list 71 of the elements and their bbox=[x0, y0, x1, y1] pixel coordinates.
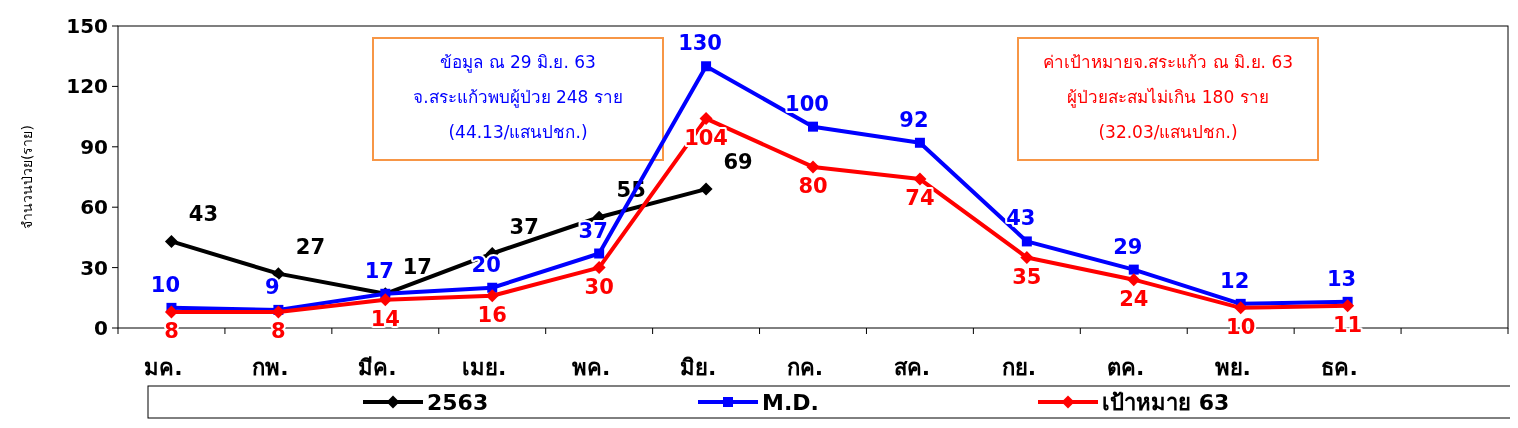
data-label: 11 bbox=[1333, 312, 1363, 337]
data-label: 10 bbox=[150, 272, 181, 297]
point bbox=[806, 160, 820, 174]
point bbox=[701, 61, 712, 72]
x-tick-label: เมย. bbox=[462, 355, 507, 380]
annotation: ข้อมูล ณ 29 มิ.ย. 63 จ.สระแก้วพบผู้ป่วย 248 ราย (44.13/แสนปชก.) bbox=[413, 52, 623, 142]
data-label: 17 bbox=[364, 258, 394, 283]
data-label: 80 bbox=[798, 173, 828, 198]
point bbox=[1020, 251, 1034, 265]
point bbox=[1127, 273, 1141, 287]
annotation: ค่าเป้าหมายจ.สระแก้ว ณ มิ.ย. 63 ผู้ป่วยสะสมไม่เกิน 180 ราย (32.03/แสนปชก.) bbox=[1042, 52, 1294, 142]
y-tick-label: 30 bbox=[80, 255, 108, 280]
point bbox=[1341, 299, 1355, 313]
point bbox=[164, 305, 178, 319]
point bbox=[1128, 264, 1139, 275]
point bbox=[808, 121, 818, 132]
data-label: 35 bbox=[1012, 264, 1042, 289]
x-tick-label: มิย. bbox=[679, 355, 717, 380]
x-tick-label: สค. bbox=[893, 355, 931, 380]
data-label: 92 bbox=[899, 107, 929, 132]
point bbox=[594, 248, 605, 259]
data-label: 100 bbox=[785, 91, 829, 116]
data-label: 8 bbox=[271, 318, 286, 343]
data-label: 14 bbox=[370, 306, 400, 331]
data-label: 9 bbox=[265, 274, 280, 299]
data-label: 27 bbox=[295, 234, 325, 259]
x-tick-label: มค. bbox=[144, 355, 183, 380]
data-label: 69 bbox=[723, 150, 753, 175]
point bbox=[485, 289, 499, 303]
point bbox=[378, 293, 392, 307]
x-tick-label: ธค. bbox=[1321, 355, 1358, 380]
x-tick-label: กย. bbox=[1001, 355, 1037, 380]
y-tick-label: 0 bbox=[94, 316, 108, 340]
legend-label: M.D. bbox=[762, 390, 819, 415]
data-label: 29 bbox=[1113, 234, 1143, 259]
y-tick-label: 90 bbox=[80, 134, 108, 159]
data-label: 74 bbox=[905, 186, 935, 211]
data-label: 13 bbox=[1327, 266, 1357, 291]
data-label: 37 bbox=[509, 214, 539, 239]
x-tick-label: พค. bbox=[571, 355, 611, 380]
data-label: 43 bbox=[188, 202, 219, 227]
x-tick-label: มีค. bbox=[358, 355, 397, 380]
point bbox=[1234, 301, 1248, 315]
x-tick-label: พย. bbox=[1214, 355, 1251, 380]
x-tick-label: ตค. bbox=[1107, 355, 1145, 380]
data-label: 37 bbox=[578, 218, 608, 243]
point bbox=[592, 261, 606, 275]
data-label: 24 bbox=[1119, 286, 1149, 311]
y-axis-title: จำนวนป่วย(ราย) bbox=[19, 125, 35, 229]
data-label: 10 bbox=[1226, 314, 1256, 339]
data-label: 8 bbox=[164, 318, 179, 343]
data-label: 43 bbox=[1006, 206, 1036, 231]
data-label: 16 bbox=[477, 302, 507, 327]
x-tick-label: กค. bbox=[786, 355, 824, 380]
y-tick-label: 60 bbox=[80, 195, 108, 220]
point bbox=[914, 137, 925, 148]
point bbox=[699, 182, 713, 196]
point bbox=[1021, 236, 1032, 247]
data-label: 17 bbox=[402, 254, 432, 279]
legend-label: เป้าหมาย 63 bbox=[1102, 390, 1230, 415]
point bbox=[164, 234, 178, 248]
data-label: 12 bbox=[1220, 268, 1250, 293]
legend-label: 2563 bbox=[427, 390, 489, 415]
y-tick-label: 150 bbox=[66, 14, 108, 38]
x-tick-label: กพ. bbox=[252, 355, 289, 380]
data-label: 20 bbox=[471, 252, 501, 277]
data-label: 30 bbox=[584, 274, 614, 299]
y-tick-label: 120 bbox=[66, 74, 108, 99]
data-label: 130 bbox=[678, 31, 722, 56]
point bbox=[913, 172, 927, 186]
point bbox=[699, 112, 713, 126]
